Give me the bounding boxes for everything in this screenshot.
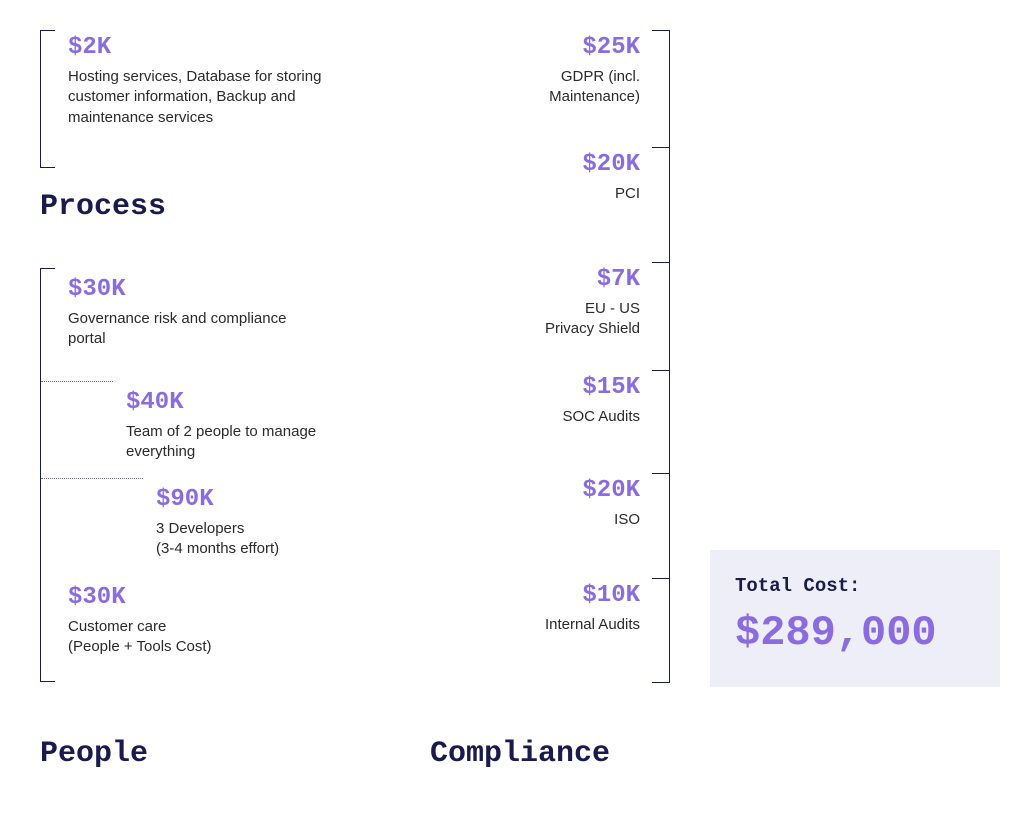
- item-amount: $20K: [470, 477, 640, 504]
- top-bracket-group: [40, 30, 41, 168]
- compliance-item: $25K GDPR (incl. Maintenance): [470, 34, 640, 108]
- item-amount: $40K: [126, 389, 366, 416]
- item-description: SOC Audits: [470, 407, 640, 427]
- compliance-item: $7K EU - US Privacy Shield: [470, 266, 640, 340]
- people-heading: People: [40, 737, 148, 771]
- middle-column: $25K GDPR (incl. Maintenance) $20K PCI $7K EU…: [450, 30, 670, 797]
- process-item: $2K Hosting services, Database for storin…: [68, 34, 378, 143]
- item-amount: $20K: [470, 151, 640, 178]
- item-amount: $25K: [470, 34, 640, 61]
- process-heading: Process: [40, 190, 166, 224]
- people-item: $30K Governance risk and compliance porta…: [68, 276, 308, 365]
- bracket-tick: [41, 381, 113, 382]
- compliance-tick: [652, 473, 670, 474]
- item-description: Governance risk and compliance portal: [68, 309, 308, 350]
- compliance-vertical-line: [669, 30, 670, 683]
- left-column: $2K Hosting services, Database for storin…: [20, 30, 410, 797]
- total-cost-box: Total Cost: $289,000: [710, 550, 1000, 687]
- item-description: ISO: [470, 510, 640, 530]
- compliance-tick: [652, 147, 670, 148]
- item-description: Team of 2 people to manage everything: [126, 422, 366, 463]
- item-description: Customer care (People + Tools Cost): [68, 617, 308, 658]
- item-amount: $15K: [470, 374, 640, 401]
- item-description: EU - US Privacy Shield: [470, 299, 640, 340]
- compliance-tick: [652, 682, 670, 683]
- item-description: PCI: [470, 184, 640, 204]
- bottom-bracket-group: [40, 268, 41, 682]
- item-amount: $90K: [156, 486, 396, 513]
- people-item: $30K Customer care (People + Tools Cost): [68, 584, 308, 673]
- compliance-item: $10K Internal Audits: [470, 582, 640, 635]
- item-amount: $30K: [68, 584, 308, 611]
- right-column: Total Cost: $289,000: [710, 30, 1010, 797]
- item-description: GDPR (incl. Maintenance): [470, 67, 640, 108]
- people-item: $90K 3 Developers (3-4 months effort): [156, 486, 396, 575]
- bracket-tick: [41, 478, 143, 479]
- item-description: Internal Audits: [470, 615, 640, 635]
- item-amount: $30K: [68, 276, 308, 303]
- compliance-tick: [652, 262, 670, 263]
- people-item: $40K Team of 2 people to manage everythin…: [126, 389, 366, 478]
- compliance-tick: [652, 578, 670, 579]
- compliance-tick: [652, 30, 670, 31]
- item-description: Hosting services, Database for storing c…: [68, 67, 378, 128]
- compliance-tick: [652, 370, 670, 371]
- item-amount: $2K: [68, 34, 378, 61]
- compliance-item: $15K SOC Audits: [470, 374, 640, 427]
- item-amount: $10K: [470, 582, 640, 609]
- item-amount: $7K: [470, 266, 640, 293]
- compliance-item: $20K ISO: [470, 477, 640, 530]
- total-cost-label: Total Cost:: [735, 575, 975, 597]
- item-description: 3 Developers (3-4 months effort): [156, 519, 396, 560]
- total-cost-amount: $289,000: [735, 609, 975, 657]
- compliance-heading: Compliance: [430, 737, 610, 771]
- compliance-item: $20K PCI: [470, 151, 640, 204]
